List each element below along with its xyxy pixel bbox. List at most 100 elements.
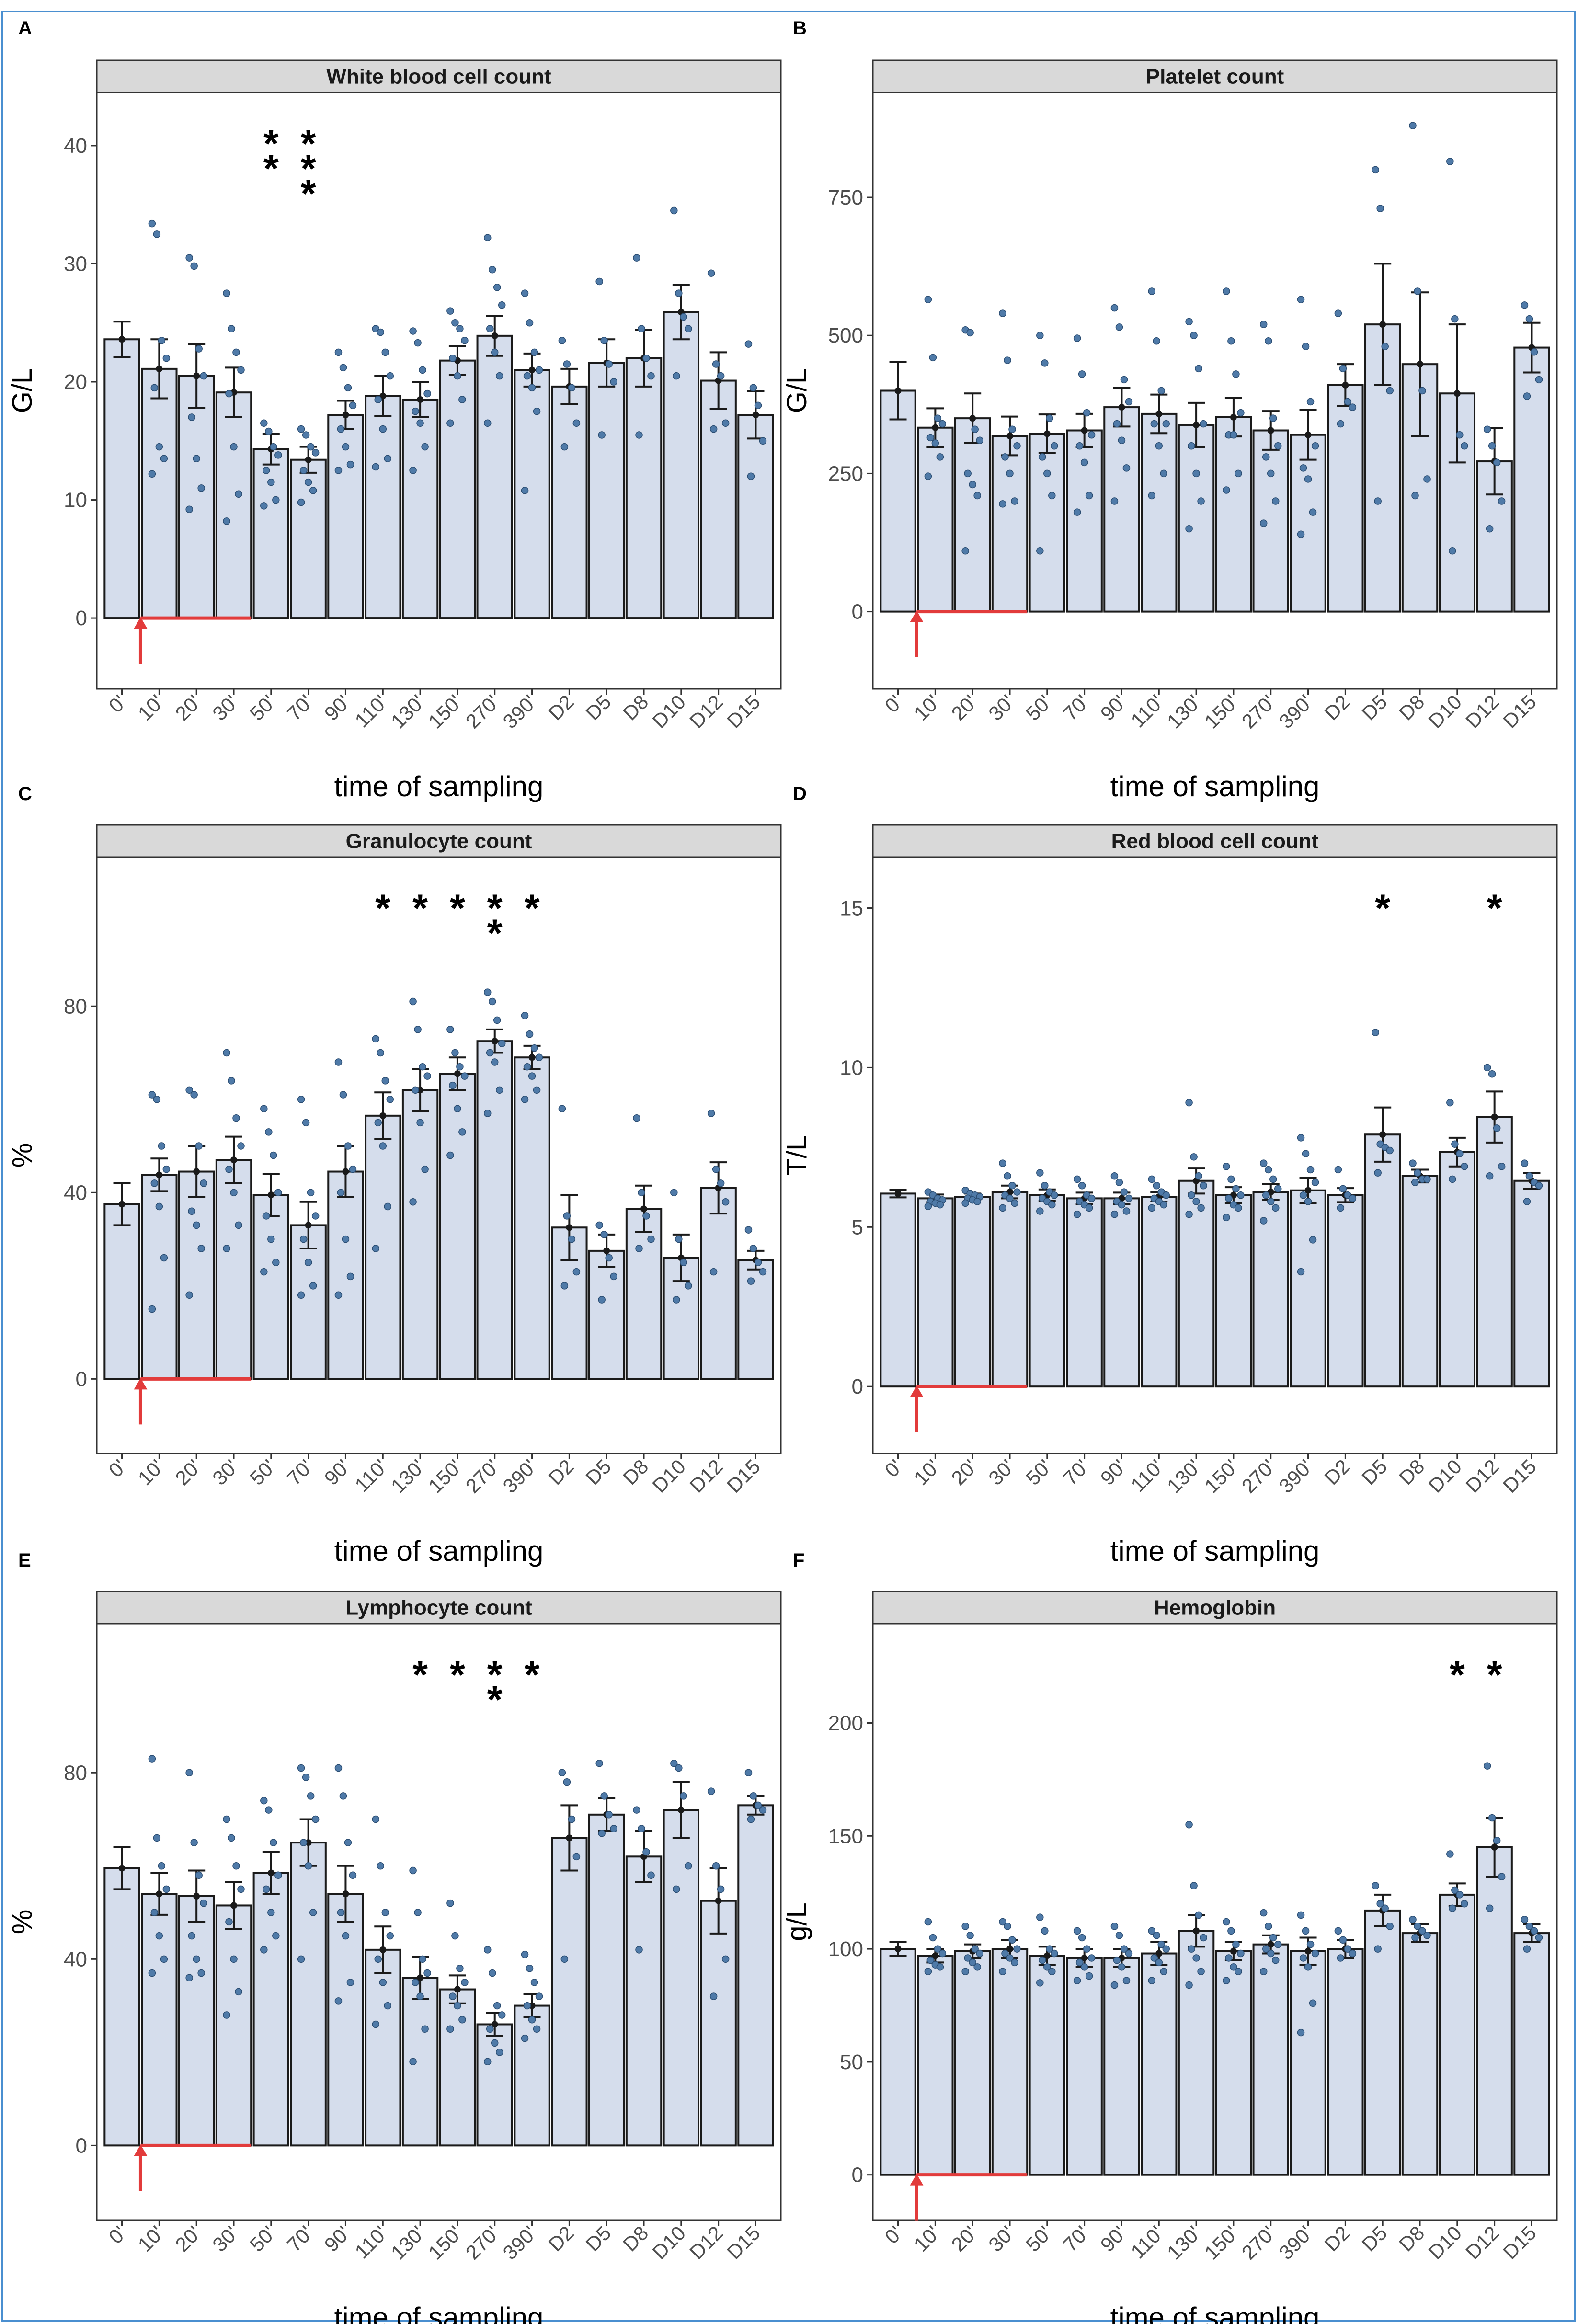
x-tick-label: D15 bbox=[722, 1455, 765, 1497]
data-point bbox=[1157, 387, 1166, 395]
data-point bbox=[1160, 469, 1168, 478]
bar bbox=[1327, 384, 1364, 613]
arrow-head bbox=[134, 2144, 148, 2156]
bar bbox=[991, 435, 1029, 613]
data-point bbox=[1195, 365, 1202, 373]
data-point bbox=[1264, 1166, 1272, 1174]
mean-point bbox=[118, 336, 126, 343]
data-point bbox=[307, 1792, 315, 1800]
bar bbox=[588, 362, 625, 619]
data-point bbox=[1039, 1956, 1046, 1964]
chart-title: Hemoglobin bbox=[1154, 1596, 1276, 1620]
bar bbox=[917, 1197, 954, 1388]
data-point bbox=[1148, 287, 1156, 295]
data-point bbox=[334, 1058, 343, 1066]
mean-point bbox=[894, 1190, 902, 1197]
data-point bbox=[976, 1949, 983, 1958]
data-point bbox=[1339, 1936, 1347, 1944]
data-point bbox=[1230, 1963, 1237, 1971]
data-point bbox=[1185, 1981, 1193, 1989]
data-point bbox=[670, 206, 678, 215]
data-point bbox=[381, 1909, 389, 1916]
x-tick-label: 70' bbox=[283, 2221, 317, 2256]
x-tick-label: D2 bbox=[544, 690, 578, 724]
data-point bbox=[260, 1268, 268, 1276]
data-point bbox=[1036, 332, 1044, 339]
mean-point bbox=[193, 1168, 200, 1175]
data-point bbox=[483, 1110, 492, 1117]
data-point bbox=[188, 1207, 195, 1215]
bar bbox=[1513, 346, 1550, 613]
data-point bbox=[533, 1086, 541, 1094]
data-point bbox=[223, 1049, 230, 1057]
data-point bbox=[1110, 1981, 1119, 1989]
data-point bbox=[1125, 398, 1133, 406]
data-point bbox=[374, 396, 382, 403]
x-axis-label: time of sampling bbox=[334, 2301, 544, 2324]
data-point bbox=[1073, 1977, 1081, 1984]
data-point bbox=[598, 1296, 606, 1304]
data-point bbox=[595, 1221, 603, 1229]
x-tick-label: 110' bbox=[350, 1455, 391, 1496]
data-point bbox=[297, 1955, 305, 1963]
data-point bbox=[1530, 1927, 1538, 1935]
mean-point bbox=[230, 1902, 237, 1909]
data-point bbox=[670, 1189, 678, 1197]
mean-point bbox=[342, 1168, 349, 1175]
x-axis-label: time of sampling bbox=[1110, 1535, 1320, 1567]
data-point bbox=[150, 384, 159, 392]
mean-point bbox=[379, 1946, 387, 1953]
data-point bbox=[1498, 1873, 1506, 1880]
data-point bbox=[409, 467, 417, 474]
data-point bbox=[488, 1969, 496, 1977]
bar bbox=[215, 1904, 252, 2147]
data-point bbox=[311, 449, 320, 457]
data-point bbox=[342, 1235, 350, 1243]
data-point bbox=[193, 1221, 200, 1229]
data-point bbox=[521, 1011, 529, 1019]
bar bbox=[1513, 1932, 1550, 2176]
bar bbox=[1178, 424, 1215, 613]
data-point bbox=[721, 419, 730, 427]
data-point bbox=[1483, 425, 1491, 433]
x-tick-label: D2 bbox=[1320, 690, 1354, 724]
y-tick-label: 30 bbox=[64, 252, 87, 275]
data-point bbox=[1162, 420, 1170, 428]
data-point bbox=[451, 1049, 459, 1057]
mean-point bbox=[1193, 421, 1200, 428]
data-point bbox=[1080, 1963, 1088, 1971]
x-tick-label: 0' bbox=[104, 1455, 130, 1481]
y-tick-label: 10 bbox=[64, 489, 87, 512]
x-tick-label: 110' bbox=[1126, 1455, 1167, 1496]
x-tick-label: 90' bbox=[320, 2221, 354, 2256]
data-point bbox=[973, 492, 981, 500]
mean-point bbox=[1043, 430, 1051, 437]
data-point bbox=[372, 1035, 380, 1043]
data-point bbox=[339, 1792, 347, 1800]
bar bbox=[1290, 1189, 1326, 1388]
data-point bbox=[1304, 1198, 1312, 1205]
bar bbox=[1066, 1957, 1103, 2176]
data-point bbox=[1041, 1181, 1049, 1190]
data-point bbox=[1197, 1968, 1205, 1975]
x-tick-label: D8 bbox=[1395, 1455, 1429, 1489]
bar bbox=[588, 1249, 625, 1380]
bar bbox=[1327, 1948, 1364, 2176]
bar bbox=[1252, 1943, 1289, 2176]
mean-point bbox=[1081, 427, 1088, 434]
data-point bbox=[1521, 1159, 1529, 1167]
data-point bbox=[961, 1923, 969, 1930]
data-point bbox=[971, 425, 979, 433]
mean-point bbox=[932, 424, 939, 431]
data-point bbox=[1230, 431, 1237, 439]
x-tick-label: D15 bbox=[1498, 690, 1541, 733]
data-point bbox=[747, 472, 755, 480]
data-point bbox=[334, 467, 343, 474]
data-point bbox=[1157, 1940, 1166, 1948]
data-point bbox=[260, 419, 268, 427]
data-point bbox=[1148, 1175, 1156, 1183]
data-point bbox=[744, 1226, 753, 1234]
data-point bbox=[409, 327, 417, 335]
data-point bbox=[526, 1965, 534, 1972]
data-point bbox=[1011, 497, 1018, 505]
